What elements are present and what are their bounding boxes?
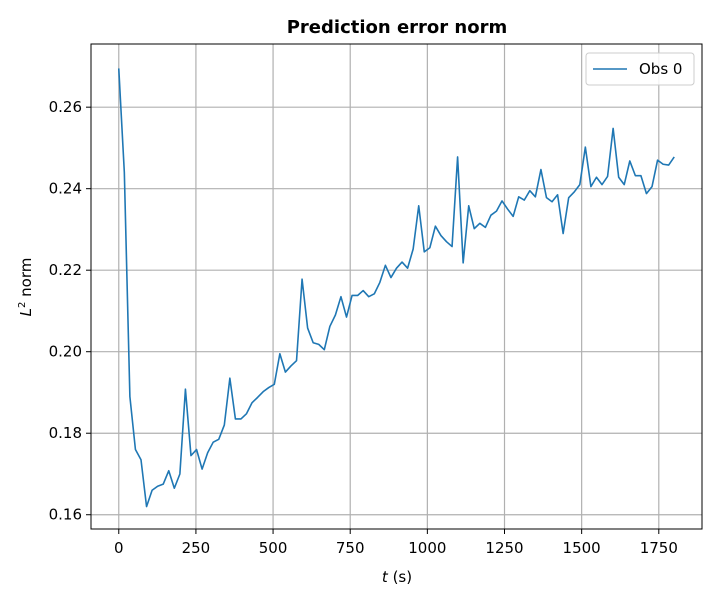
y-tick-label: 0.16 (49, 506, 82, 524)
x-tick-label: 1250 (485, 539, 523, 557)
y-axis: 0.16 0.18 0.20 0.22 0.24 0.26 (49, 98, 91, 524)
series-line-obs-0 (117, 68, 675, 508)
series-group (117, 68, 675, 508)
x-axis: 0 250 500 750 1000 1250 1500 1750 (114, 529, 678, 557)
x-axis-label-var: t (382, 568, 389, 586)
y-axis-label: L2 norm (17, 258, 35, 317)
x-tick-label: 1750 (640, 539, 678, 557)
y-tick-label: 0.22 (49, 261, 82, 279)
y-tick-label: 0.18 (49, 424, 82, 442)
legend-box (585, 52, 695, 86)
x-tick-label: 250 (182, 539, 211, 557)
y-tick-label: 0.20 (49, 343, 82, 361)
x-tick-label: 1500 (563, 539, 601, 557)
legend-label-obs-0: Obs 0 (639, 60, 682, 78)
y-axis-label-rest: norm (17, 258, 35, 302)
x-tick-label: 1000 (408, 539, 446, 557)
legend: Obs 0 (585, 52, 695, 86)
x-tick-label: 0 (114, 539, 124, 557)
x-axis-label: t (s) (382, 568, 412, 586)
y-axis-label-sup: 2 (17, 302, 28, 308)
x-tick-label: 750 (336, 539, 365, 557)
plot-frame (90, 43, 703, 530)
y-axis-label-base: L (17, 308, 35, 316)
chart-title: Prediction error norm (287, 17, 508, 38)
y-tick-label: 0.24 (49, 180, 82, 198)
x-axis-label-unit: (s) (393, 568, 413, 586)
x-tick-label: 500 (259, 539, 288, 557)
y-tick-label: 0.26 (49, 98, 82, 116)
gridlines (91, 44, 702, 529)
